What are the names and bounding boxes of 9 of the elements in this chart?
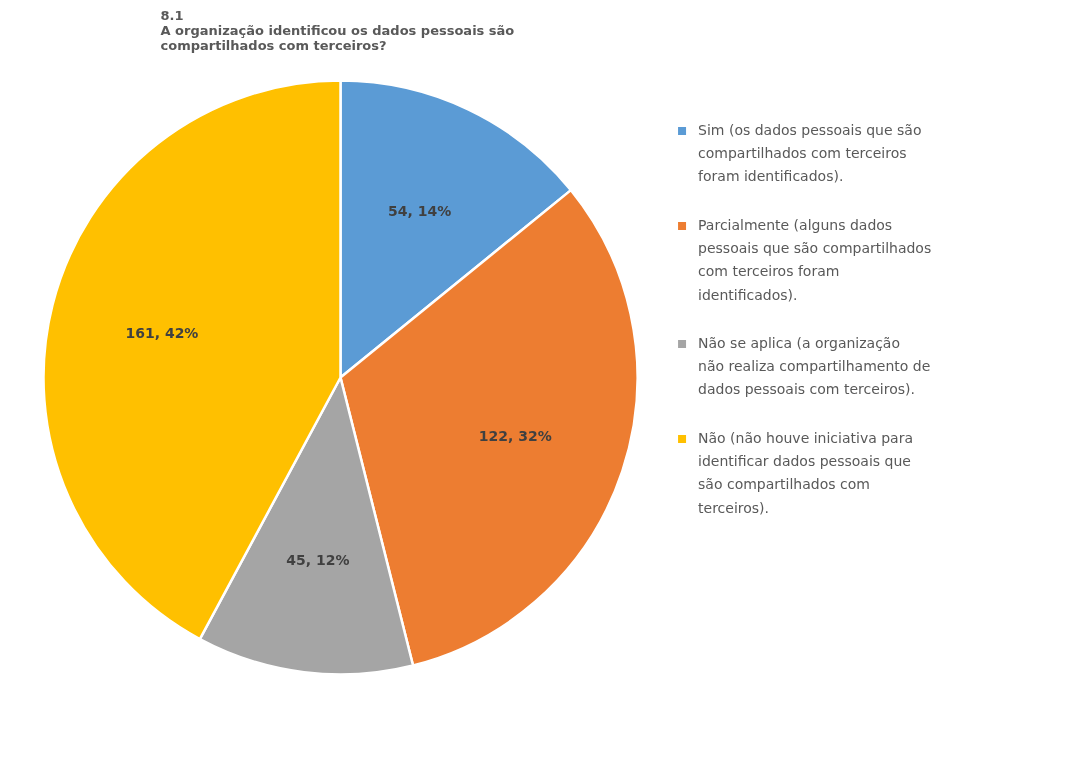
- legend-label: Não se aplica (a organização não realiza compartilhamento de dados pessoais com terceiros).: [698, 334, 931, 398]
- legend-label: Parcialmente (alguns dados pessoais que são compartilhados com terceiros foram identificados).: [698, 216, 932, 303]
- data-label: 122, 32%: [478, 427, 552, 444]
- data-label: 54, 14%: [388, 203, 452, 220]
- data-label: 45, 12%: [286, 552, 350, 569]
- chart-title: 8.1 A organização identificou os dados pessoais são compartilhados com terceiros?: [160, 7, 515, 53]
- legend-label: Não (não houve iniciativa para identificar dados pessoais que são compartilhados com terceiros).: [698, 429, 914, 516]
- legend-label: Sim (os dados pessoais que são compartilhados com terceiros foram identificados).: [698, 121, 922, 185]
- data-label: 161, 42%: [125, 324, 199, 341]
